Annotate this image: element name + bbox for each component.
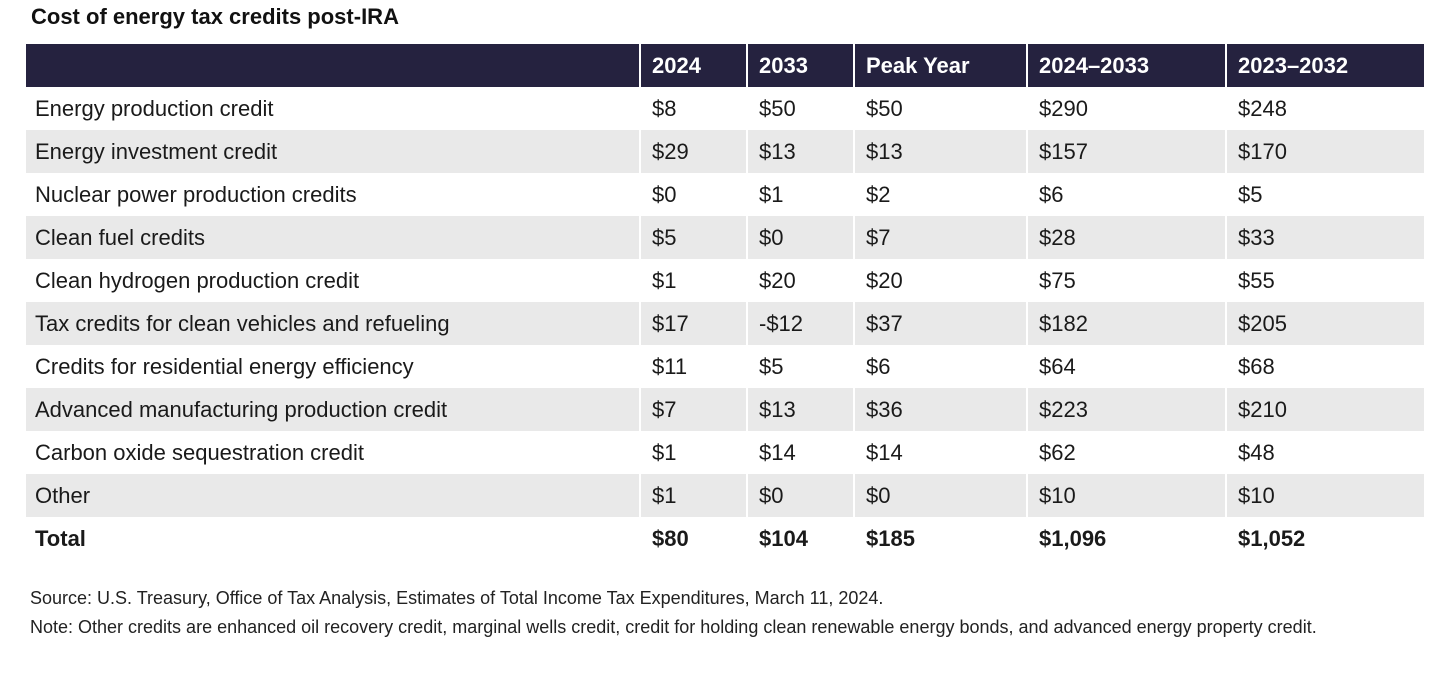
source-note: Source: U.S. Treasury, Office of Tax Ana… xyxy=(30,588,884,608)
table-cell: $10 xyxy=(1026,474,1225,517)
table-row: Energy production credit $8 $50 $50 $290 $248 xyxy=(26,87,1424,130)
table-cell: $1 xyxy=(746,173,853,216)
total-cell: $1,096 xyxy=(1026,517,1225,560)
table-cell: $0 xyxy=(639,173,746,216)
tax-credits-table: 2024 2033 Peak Year 2024–2033 2023–2032 … xyxy=(26,44,1424,560)
table-cell: $157 xyxy=(1026,130,1225,173)
table-row: Energy investment credit $29 $13 $13 $157 $17… xyxy=(26,130,1424,173)
table-cell: $6 xyxy=(1026,173,1225,216)
row-label: Clean fuel credits xyxy=(26,216,639,259)
footnote: Note: Other credits are enhanced oil rec… xyxy=(30,617,1317,637)
table-cell: $64 xyxy=(1026,345,1225,388)
table-cell: $36 xyxy=(853,388,1026,431)
table-row: Carbon oxide sequestration credit $1 $14 $1… xyxy=(26,431,1424,474)
table-row: Tax credits for clean vehicles and refue… xyxy=(26,302,1424,345)
table-cell: $182 xyxy=(1026,302,1225,345)
header-cell-2033: 2033 xyxy=(746,44,853,87)
row-label: Carbon oxide sequestration credit xyxy=(26,431,639,474)
table-row: Credits for residential energy efficienc… xyxy=(26,345,1424,388)
table-cell: $5 xyxy=(746,345,853,388)
table-cell: $20 xyxy=(853,259,1026,302)
table-cell: $205 xyxy=(1225,302,1424,345)
total-cell: $80 xyxy=(639,517,746,560)
row-label: Credits for residential energy efficienc… xyxy=(26,345,639,388)
table-cell: $223 xyxy=(1026,388,1225,431)
table-cell: $290 xyxy=(1026,87,1225,130)
table-cell: $248 xyxy=(1225,87,1424,130)
total-cell: $1,052 xyxy=(1225,517,1424,560)
table-cell: $13 xyxy=(853,130,1026,173)
table-cell: $5 xyxy=(1225,173,1424,216)
table-cell: $5 xyxy=(639,216,746,259)
header-cell-peak-year: Peak Year xyxy=(853,44,1026,87)
table-body: Energy production credit $8 $50 $50 $290 $248… xyxy=(26,87,1424,560)
row-label: Energy investment credit xyxy=(26,130,639,173)
table-cell: $48 xyxy=(1225,431,1424,474)
table-cell: $37 xyxy=(853,302,1026,345)
row-label: Clean hydrogen production credit xyxy=(26,259,639,302)
table-cell: $13 xyxy=(746,388,853,431)
header-cell-label xyxy=(26,44,639,87)
table-cell: $50 xyxy=(853,87,1026,130)
table-row: Other $1 $0 $0 $10 $10 xyxy=(26,474,1424,517)
table-cell: $29 xyxy=(639,130,746,173)
total-cell: $185 xyxy=(853,517,1026,560)
row-label: Tax credits for clean vehicles and refue… xyxy=(26,302,639,345)
table-cell: $1 xyxy=(639,431,746,474)
table-row: Nuclear power production credits $0 $1 $2 $6… xyxy=(26,173,1424,216)
table-cell: $170 xyxy=(1225,130,1424,173)
table-cell: $20 xyxy=(746,259,853,302)
table-row: Clean hydrogen production credit $1 $20 $20… xyxy=(26,259,1424,302)
table-cell: -$12 xyxy=(746,302,853,345)
row-label: Nuclear power production credits xyxy=(26,173,639,216)
table-cell: $75 xyxy=(1026,259,1225,302)
table-cell: $0 xyxy=(853,474,1026,517)
table-cell: $50 xyxy=(746,87,853,130)
table-cell: $1 xyxy=(639,259,746,302)
table-cell: $17 xyxy=(639,302,746,345)
header-cell-2023-2032: 2023–2032 xyxy=(1225,44,1424,87)
table-cell: $68 xyxy=(1225,345,1424,388)
row-label: Energy production credit xyxy=(26,87,639,130)
total-cell: $104 xyxy=(746,517,853,560)
table-cell: $28 xyxy=(1026,216,1225,259)
table-row: Advanced manufacturing production credit… xyxy=(26,388,1424,431)
table-cell: $7 xyxy=(853,216,1026,259)
total-row: Total $80 $104 $185 $1,096 $1,052 xyxy=(26,517,1424,560)
table-cell: $1 xyxy=(639,474,746,517)
table-cell: $210 xyxy=(1225,388,1424,431)
table-cell: $0 xyxy=(746,474,853,517)
header-cell-2024-2033: 2024–2033 xyxy=(1026,44,1225,87)
table-cell: $8 xyxy=(639,87,746,130)
table-cell: $0 xyxy=(746,216,853,259)
table-cell: $7 xyxy=(639,388,746,431)
header-row: 2024 2033 Peak Year 2024–2033 2023–2032 xyxy=(26,44,1424,87)
table-cell: $14 xyxy=(853,431,1026,474)
table-cell: $11 xyxy=(639,345,746,388)
table-cell: $6 xyxy=(853,345,1026,388)
table-cell: $13 xyxy=(746,130,853,173)
header-cell-2024: 2024 xyxy=(639,44,746,87)
table-title: Cost of energy tax credits post-IRA xyxy=(31,4,399,29)
table-cell: $55 xyxy=(1225,259,1424,302)
table-cell: $33 xyxy=(1225,216,1424,259)
row-label: Other xyxy=(26,474,639,517)
table-cell: $14 xyxy=(746,431,853,474)
total-label: Total xyxy=(26,517,639,560)
table-cell: $2 xyxy=(853,173,1026,216)
table-cell: $10 xyxy=(1225,474,1424,517)
table-cell: $62 xyxy=(1026,431,1225,474)
row-label: Advanced manufacturing production credit xyxy=(26,388,639,431)
table-row: Clean fuel credits $5 $0 $7 $28 $33 xyxy=(26,216,1424,259)
